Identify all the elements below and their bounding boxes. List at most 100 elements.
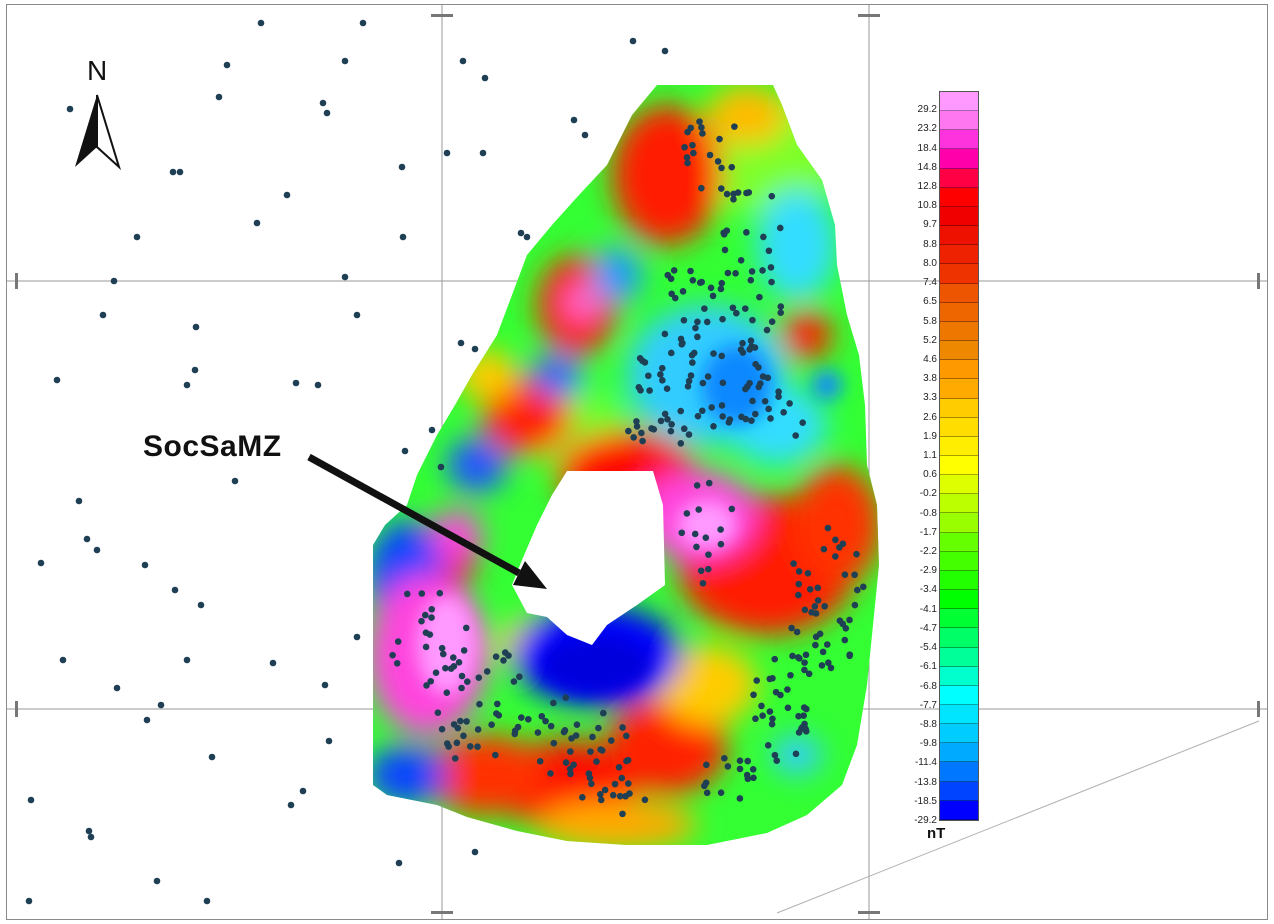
station-dot bbox=[795, 729, 803, 736]
station-dot bbox=[447, 665, 455, 672]
station-dot bbox=[749, 766, 757, 773]
station-dot bbox=[353, 311, 361, 319]
station-dot bbox=[457, 717, 464, 725]
station-dot bbox=[759, 373, 767, 380]
legend-label: 9.7 bbox=[923, 219, 937, 231]
station-dot bbox=[801, 666, 808, 674]
station-dot bbox=[323, 109, 331, 117]
station-dot bbox=[466, 743, 474, 750]
station-dot bbox=[755, 383, 763, 391]
station-dot bbox=[464, 678, 471, 686]
legend-swatch bbox=[940, 436, 978, 456]
station-dot bbox=[746, 379, 753, 387]
station-dot bbox=[567, 748, 574, 755]
station-dot bbox=[325, 737, 333, 745]
station-dot bbox=[759, 267, 766, 274]
station-dot bbox=[706, 151, 714, 159]
anomaly-surface bbox=[373, 85, 879, 845]
station-dot bbox=[687, 372, 695, 379]
station-dot bbox=[659, 377, 666, 384]
station-dot bbox=[534, 729, 542, 736]
station-dot bbox=[625, 427, 632, 435]
station-dot bbox=[728, 505, 736, 513]
station-dot bbox=[806, 586, 814, 593]
station-dot bbox=[744, 775, 752, 783]
station-dot bbox=[743, 229, 750, 236]
station-dot bbox=[671, 294, 679, 302]
legend-swatch bbox=[940, 149, 978, 169]
station-dot bbox=[767, 264, 775, 271]
station-dot bbox=[689, 141, 696, 149]
station-dot bbox=[287, 801, 295, 809]
station-dot bbox=[523, 233, 531, 241]
station-dot bbox=[645, 372, 652, 380]
station-dot bbox=[736, 757, 744, 765]
station-dot bbox=[269, 659, 277, 667]
station-dot bbox=[59, 656, 67, 664]
station-dot bbox=[648, 425, 655, 432]
legend-label: -8.8 bbox=[919, 718, 937, 730]
station-dot bbox=[601, 786, 609, 794]
station-dot bbox=[800, 712, 807, 719]
station-dot bbox=[171, 586, 179, 594]
station-dot bbox=[587, 748, 594, 755]
station-dot bbox=[765, 247, 773, 255]
station-dot bbox=[816, 630, 824, 638]
legend-label: 8.8 bbox=[923, 238, 937, 250]
station-dot bbox=[641, 796, 649, 804]
station-dot bbox=[428, 614, 435, 621]
station-dot bbox=[690, 149, 697, 157]
station-dot bbox=[717, 526, 724, 533]
station-dot bbox=[800, 704, 808, 711]
station-dot bbox=[760, 233, 767, 241]
station-dot bbox=[777, 309, 784, 317]
legend-swatch bbox=[940, 283, 978, 303]
station-dot bbox=[799, 419, 806, 426]
legend-label: 23.2 bbox=[917, 123, 937, 135]
legend-label: -11.4 bbox=[914, 757, 937, 769]
station-dot bbox=[811, 603, 819, 610]
station-dot bbox=[514, 723, 522, 731]
station-dot bbox=[795, 712, 802, 720]
station-dot bbox=[422, 629, 430, 636]
legend-label: -1.7 bbox=[919, 526, 937, 538]
station-dot bbox=[698, 184, 705, 192]
station-dot bbox=[623, 757, 630, 765]
legend-swatch bbox=[940, 513, 978, 533]
station-dot bbox=[696, 279, 704, 287]
station-dot bbox=[619, 724, 626, 731]
station-dot bbox=[693, 482, 701, 489]
station-dot bbox=[597, 791, 604, 798]
station-dot bbox=[748, 268, 756, 275]
station-dot bbox=[428, 426, 436, 434]
station-dot bbox=[191, 366, 199, 374]
station-dot bbox=[215, 93, 223, 101]
station-dot bbox=[253, 219, 261, 227]
station-dot bbox=[677, 407, 685, 415]
station-dot bbox=[679, 288, 687, 295]
legend-label: 10.8 bbox=[917, 200, 937, 212]
station-dot bbox=[453, 739, 461, 747]
legend-label: -13.8 bbox=[914, 776, 937, 788]
station-dot bbox=[458, 672, 466, 680]
legend-swatch bbox=[940, 609, 978, 629]
station-dot bbox=[550, 699, 557, 707]
station-dot bbox=[87, 833, 95, 841]
station-dot bbox=[846, 651, 854, 658]
station-dot bbox=[443, 689, 451, 697]
station-dot bbox=[83, 535, 91, 543]
station-dot bbox=[661, 47, 669, 55]
legend-label: -6.8 bbox=[919, 680, 937, 692]
station-dot bbox=[418, 590, 426, 597]
station-dot bbox=[718, 352, 726, 360]
station-dot bbox=[750, 691, 757, 699]
legend-swatch bbox=[940, 417, 978, 437]
station-dot bbox=[542, 717, 549, 725]
station-dot bbox=[725, 419, 733, 426]
station-dot bbox=[841, 636, 849, 644]
station-dot bbox=[699, 379, 707, 387]
station-dot bbox=[585, 770, 593, 777]
station-dot bbox=[600, 709, 607, 717]
station-dot bbox=[524, 715, 532, 723]
station-dot bbox=[457, 339, 465, 347]
